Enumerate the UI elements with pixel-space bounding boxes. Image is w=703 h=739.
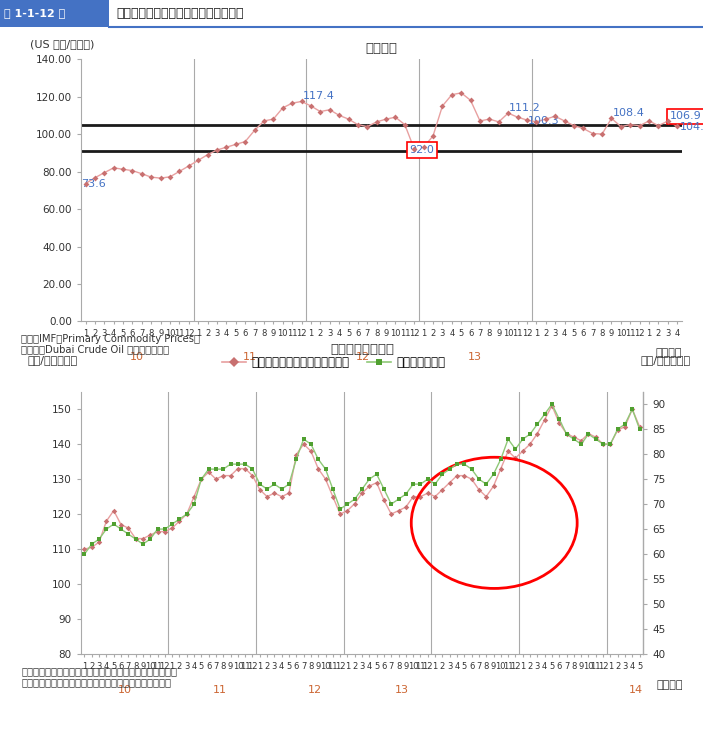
Text: 100.3: 100.3 [528, 117, 560, 126]
Text: 資料：IMF「Primary Commodity Prices」: 資料：IMF「Primary Commodity Prices」 [21, 334, 200, 344]
Text: 12: 12 [307, 684, 322, 695]
Legend: レギュラーガソリン（左目盛）, 軽油（右目盛）: レギュラーガソリン（左目盛）, 軽油（右目盛） [217, 352, 451, 374]
Text: 92.0: 92.0 [410, 145, 434, 155]
Text: 11: 11 [243, 352, 257, 362]
Text: （円/リットル）: （円/リットル） [27, 355, 77, 365]
Text: 73.6: 73.6 [81, 180, 105, 189]
Text: 117.4: 117.4 [303, 92, 335, 101]
Text: 第 1-1-12 図: 第 1-1-12 図 [4, 8, 65, 18]
Text: 12: 12 [356, 352, 370, 362]
Text: （注）　元売会社の特約店向け卸価格（消費税抜き）。: （注） 元売会社の特約店向け卸価格（消費税抜き）。 [21, 678, 171, 688]
Text: 10: 10 [130, 352, 144, 362]
Text: 14: 14 [629, 684, 643, 695]
Text: 原油価格及び石油製品卸売価格の推移: 原油価格及び石油製品卸売価格の推移 [116, 7, 243, 20]
Text: （年月）: （年月） [656, 680, 683, 690]
Text: 13: 13 [468, 352, 482, 362]
Title: 石油製品卸売価格: 石油製品卸売価格 [330, 343, 394, 355]
Text: 11: 11 [212, 684, 226, 695]
Text: 104.1: 104.1 [680, 122, 703, 132]
Text: （円/リットル）: （円/リットル） [641, 355, 691, 365]
Text: （注）　Dubai Crude Oil の月平均価格。: （注） Dubai Crude Oil の月平均価格。 [21, 344, 169, 355]
Title: 原油価格: 原油価格 [366, 42, 397, 55]
Text: 111.2: 111.2 [509, 103, 541, 113]
Text: 資料：経済産業省資源エネルギー庁「石油製品価格調査」: 資料：経済産業省資源エネルギー庁「石油製品価格調査」 [21, 667, 177, 677]
Text: （年月）: （年月） [655, 348, 682, 358]
Text: 108.4: 108.4 [612, 109, 645, 118]
Text: 106.9: 106.9 [670, 112, 702, 121]
Text: 13: 13 [395, 684, 409, 695]
Text: (US ドル/バレル): (US ドル/バレル) [30, 38, 94, 49]
Text: 10: 10 [117, 684, 131, 695]
